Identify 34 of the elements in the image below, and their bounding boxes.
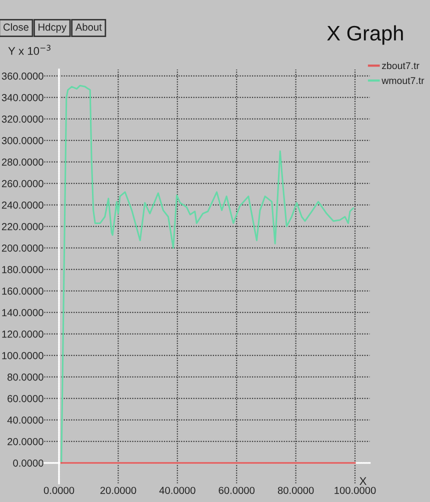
y-tick-label: 260.0000 [2,180,44,188]
y-tick-label: 20.0000 [8,438,44,446]
text: Hdcpy [38,23,66,33]
y-tick-label: 0.0000 [13,460,44,467]
text: About [75,23,102,31]
y-tick-label: 280.0000 [2,158,44,166]
y-tick-label: 320.0000 [2,116,44,123]
x-axis-title: X [360,477,366,485]
x-tick-label: 60.0000 [218,486,255,494]
line-series [60,84,354,464]
text: Close [4,23,28,31]
legend-label: zbout7.tr [382,62,420,70]
y-tick-label: 120.0000 [2,330,44,338]
y-tick-label: 180.0000 [2,266,44,274]
y-tick-label: 300.0000 [2,137,44,144]
y-tick-label: 60.0000 [8,395,44,402]
y-tick-label: 140.0000 [2,309,44,316]
chart-title: X Graph [327,25,403,45]
y-tick-label: 220.0000 [2,223,44,230]
x-tick-label: 80.0000 [278,486,314,494]
x-tick-label: 20.0000 [100,486,136,494]
y-tick-label: 100.0000 [2,352,44,360]
y-axis-title: Y x 10$^{−3}$ [8,44,50,55]
y-tick-label: 200.0000 [2,244,44,252]
x-tick-label: 0.0000 [44,486,74,494]
y-tick-label: 40.0000 [7,416,44,424]
x-tick-label: 40.0000 [159,486,196,494]
y-tick-label: 360.0000 [2,72,44,80]
y-tick-label: 340.0000 [2,94,44,102]
y-tick-label: 160.0000 [2,288,44,295]
y-tick-label: 80.0000 [8,374,44,381]
x-tick-label: 100.0000 [334,486,376,494]
legend-label: wmout7.tr [382,77,424,84]
y-tick-label: 240.0000 [2,202,44,209]
